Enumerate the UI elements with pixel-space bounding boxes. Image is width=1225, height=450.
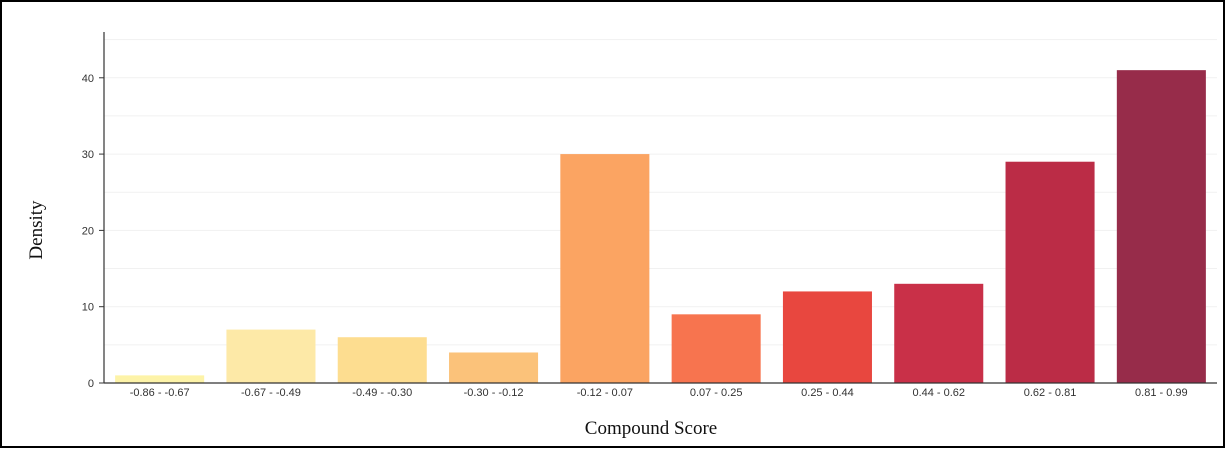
- y-tick-label: 20: [82, 225, 94, 237]
- gridlines: [104, 39, 1217, 346]
- x-tick-label: -0.67 - -0.49: [241, 387, 301, 399]
- x-tick-label: -0.30 - -0.12: [464, 387, 524, 399]
- bar: [1116, 70, 1206, 384]
- axes: [103, 32, 1217, 384]
- bar: [782, 291, 872, 383]
- x-tick-label: 0.44 - 0.62: [912, 387, 965, 399]
- bar: [337, 337, 427, 383]
- y-tick-labels: 0 10 20 30 40: [82, 73, 104, 390]
- y-axis-title: Density: [26, 200, 47, 260]
- x-tick-label: 0.25 - 0.44: [801, 387, 854, 399]
- x-tick-label: -0.49 - -0.30: [352, 387, 412, 399]
- y-tick-label: 0: [88, 378, 94, 390]
- y-tick-label: 30: [82, 149, 94, 161]
- x-tick-label: 0.07 - 0.25: [690, 387, 743, 399]
- bar: [115, 375, 205, 383]
- x-tick-labels: -0.86 - -0.67 -0.67 - -0.49 -0.49 - -0.30 -…: [130, 387, 1188, 399]
- x-tick-label: -0.86 - -0.67: [130, 387, 190, 399]
- x-tick-label: 0.62 - 0.81: [1024, 387, 1077, 399]
- bar: [1005, 161, 1095, 383]
- x-axis-title: Compound Score: [585, 418, 717, 439]
- bar: [449, 352, 539, 383]
- bar: [560, 154, 650, 383]
- y-tick-label: 40: [82, 73, 94, 85]
- bars: [115, 70, 1206, 384]
- x-tick-label: 0.81 - 0.99: [1135, 387, 1188, 399]
- x-tick-label: -0.12 - 0.07: [577, 387, 633, 399]
- y-tick-label: 10: [82, 302, 94, 314]
- bar: [894, 283, 984, 383]
- bar: [226, 329, 316, 383]
- bar: [671, 314, 761, 383]
